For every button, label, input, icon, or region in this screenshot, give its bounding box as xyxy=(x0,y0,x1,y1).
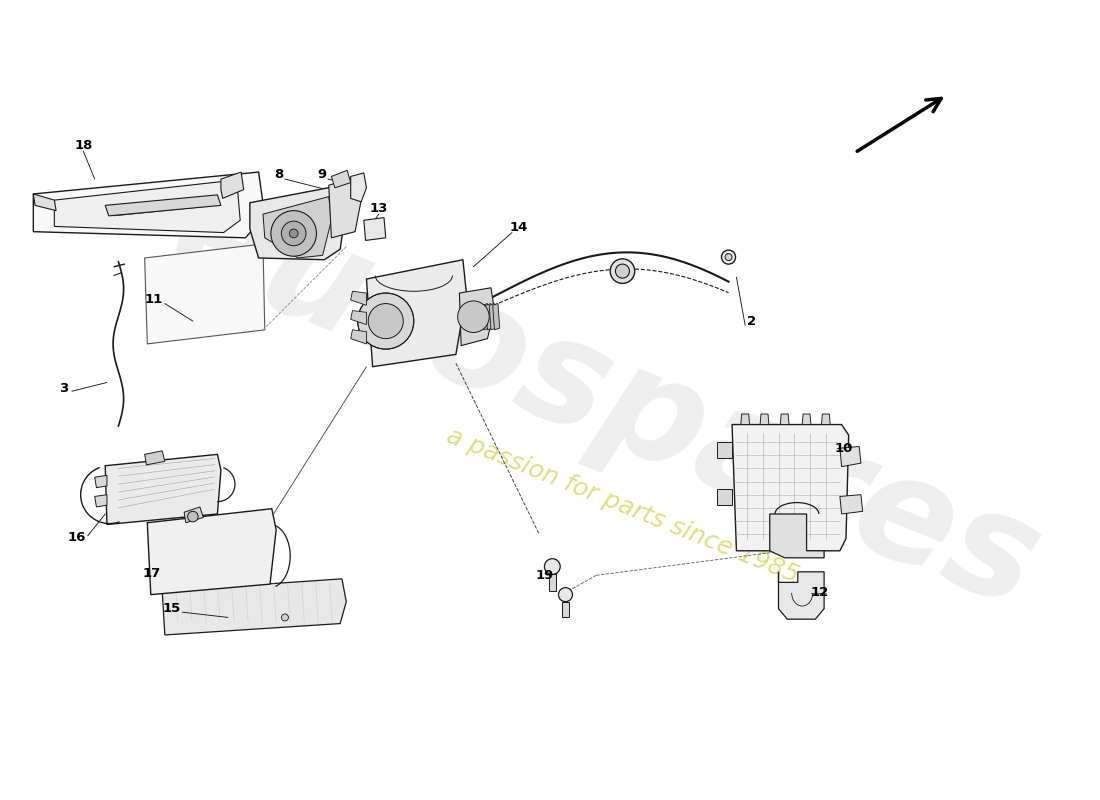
Text: 13: 13 xyxy=(370,202,388,215)
Text: 14: 14 xyxy=(509,221,528,234)
Text: 15: 15 xyxy=(163,602,182,615)
Polygon shape xyxy=(732,425,849,550)
Polygon shape xyxy=(33,194,56,210)
Polygon shape xyxy=(250,186,346,260)
Polygon shape xyxy=(95,475,107,488)
Circle shape xyxy=(725,254,732,261)
Polygon shape xyxy=(329,177,361,238)
Polygon shape xyxy=(106,195,221,216)
Text: 12: 12 xyxy=(811,586,828,599)
Text: 17: 17 xyxy=(143,567,161,580)
Polygon shape xyxy=(493,303,499,330)
Text: 19: 19 xyxy=(536,569,553,582)
Polygon shape xyxy=(802,414,811,425)
Polygon shape xyxy=(145,451,165,465)
Polygon shape xyxy=(482,303,490,330)
Polygon shape xyxy=(162,579,346,635)
Polygon shape xyxy=(351,291,366,306)
Polygon shape xyxy=(95,494,107,507)
Polygon shape xyxy=(33,172,265,238)
Circle shape xyxy=(358,293,414,349)
Circle shape xyxy=(722,250,736,264)
Polygon shape xyxy=(770,514,824,558)
Polygon shape xyxy=(779,572,824,619)
Text: 10: 10 xyxy=(834,442,852,454)
Text: 11: 11 xyxy=(144,293,163,306)
Polygon shape xyxy=(740,414,749,425)
Text: a passion for parts since 1985: a passion for parts since 1985 xyxy=(443,423,802,587)
Text: 8: 8 xyxy=(274,168,284,181)
Text: 9: 9 xyxy=(317,168,327,181)
Text: 3: 3 xyxy=(59,382,68,395)
Circle shape xyxy=(615,264,629,278)
Polygon shape xyxy=(147,509,276,594)
Polygon shape xyxy=(331,170,351,188)
Polygon shape xyxy=(486,303,493,330)
Polygon shape xyxy=(184,507,204,522)
Polygon shape xyxy=(351,173,366,202)
Polygon shape xyxy=(562,602,569,618)
Polygon shape xyxy=(263,197,331,258)
Circle shape xyxy=(458,301,490,333)
Polygon shape xyxy=(351,310,366,325)
Polygon shape xyxy=(840,494,862,514)
Polygon shape xyxy=(364,218,386,241)
Polygon shape xyxy=(366,260,466,366)
Polygon shape xyxy=(221,172,244,198)
Circle shape xyxy=(368,303,404,338)
Polygon shape xyxy=(106,454,221,525)
Circle shape xyxy=(271,210,317,256)
Polygon shape xyxy=(760,414,769,425)
Text: 2: 2 xyxy=(747,314,756,327)
Circle shape xyxy=(289,229,298,238)
Circle shape xyxy=(282,221,306,246)
Circle shape xyxy=(559,588,572,602)
Text: 16: 16 xyxy=(68,531,86,544)
Polygon shape xyxy=(549,574,556,591)
Polygon shape xyxy=(840,446,861,466)
Circle shape xyxy=(544,558,560,574)
Polygon shape xyxy=(780,414,789,425)
Circle shape xyxy=(188,511,198,522)
Polygon shape xyxy=(145,244,265,344)
Polygon shape xyxy=(717,442,732,458)
Text: eurospares: eurospares xyxy=(151,162,1059,638)
Polygon shape xyxy=(460,288,495,346)
Polygon shape xyxy=(822,414,830,425)
Polygon shape xyxy=(351,330,366,344)
Polygon shape xyxy=(54,180,240,233)
Circle shape xyxy=(282,614,288,621)
Polygon shape xyxy=(717,490,732,506)
Circle shape xyxy=(610,259,635,283)
Text: 18: 18 xyxy=(74,139,92,152)
Polygon shape xyxy=(490,303,496,330)
